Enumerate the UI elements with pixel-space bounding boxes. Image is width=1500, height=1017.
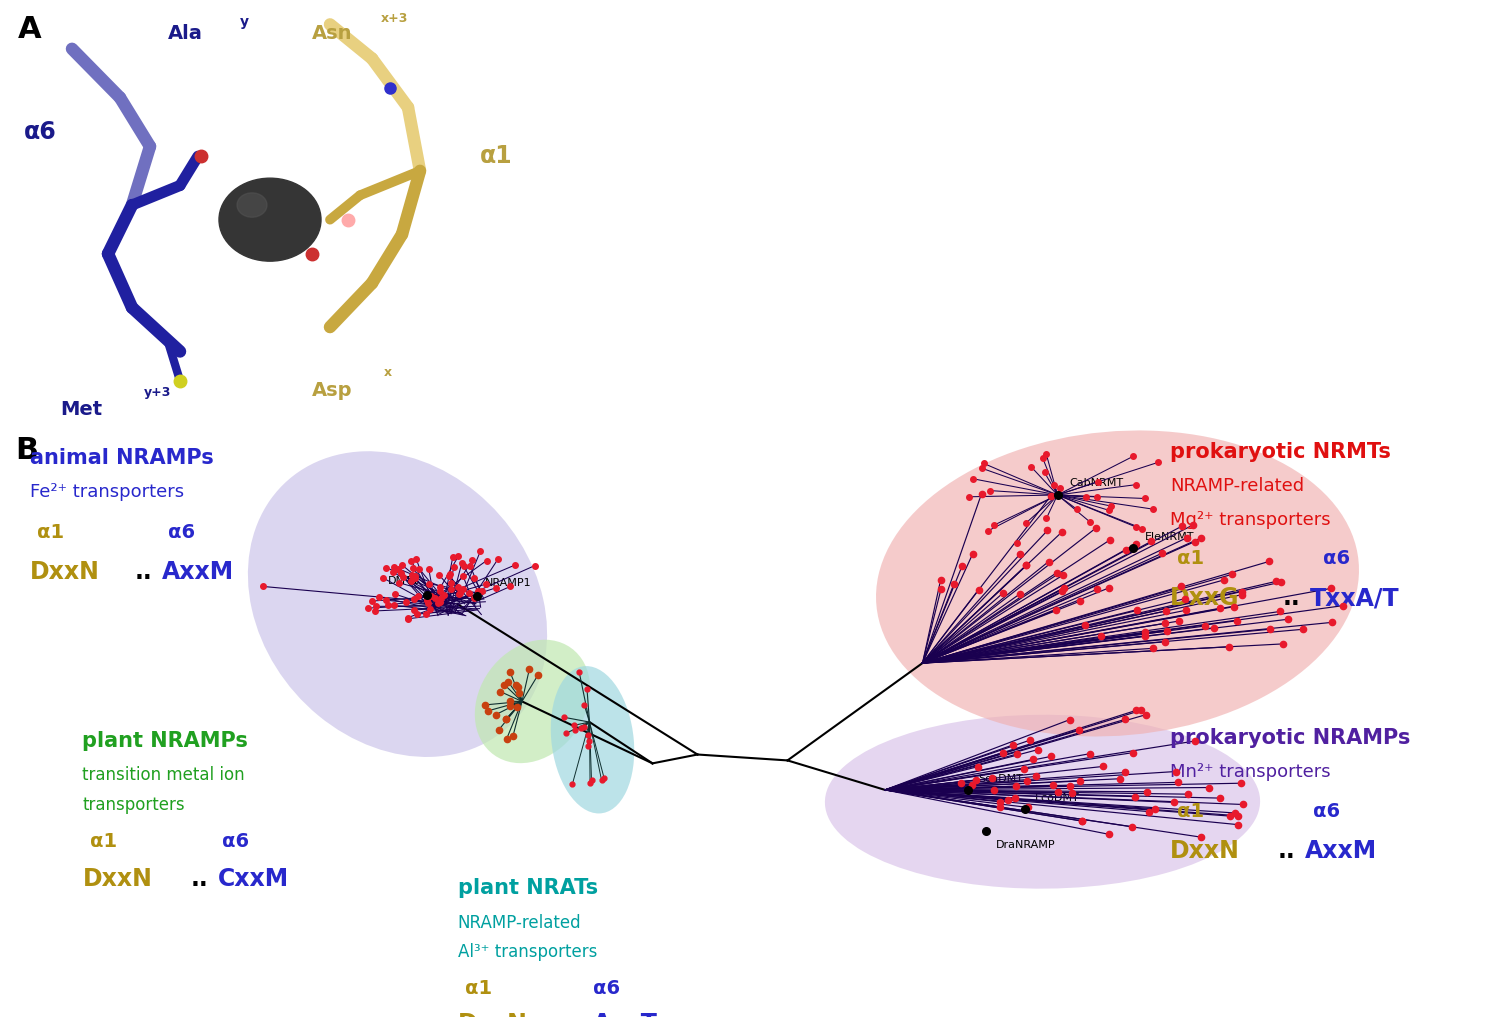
Text: plant NRATs: plant NRATs: [458, 879, 597, 898]
Text: Ala: Ala: [168, 24, 202, 44]
Text: ..: ..: [1282, 587, 1300, 610]
Text: EleNRMT: EleNRMT: [1144, 532, 1194, 542]
Text: prokaryotic NRMTs: prokaryotic NRMTs: [1170, 441, 1390, 462]
Text: x+3: x+3: [381, 12, 408, 25]
Text: Met: Met: [60, 401, 102, 419]
Text: AxxM: AxxM: [1305, 839, 1377, 862]
Text: α1: α1: [38, 523, 64, 542]
Text: ..: ..: [135, 559, 153, 584]
Ellipse shape: [476, 640, 590, 763]
Text: CabNRMT: CabNRMT: [1070, 478, 1124, 488]
Text: NRAMP1: NRAMP1: [484, 578, 531, 588]
Text: y+3: y+3: [144, 385, 171, 399]
Text: ..: ..: [1278, 839, 1296, 862]
Text: DxxN: DxxN: [30, 559, 100, 584]
Text: α1: α1: [465, 978, 492, 998]
Text: AxxM: AxxM: [162, 559, 234, 584]
Text: DxxG: DxxG: [1170, 587, 1239, 610]
Ellipse shape: [550, 666, 634, 814]
Text: AxxT: AxxT: [592, 1012, 657, 1017]
Text: transporters: transporters: [82, 795, 184, 814]
Text: Asn: Asn: [312, 24, 352, 44]
Text: Al³⁺ transporters: Al³⁺ transporters: [458, 944, 597, 961]
Text: DxxN: DxxN: [1170, 839, 1240, 862]
Text: x: x: [384, 366, 392, 379]
Text: α1: α1: [1178, 801, 1204, 821]
Text: α1: α1: [480, 144, 513, 168]
Text: DxxN: DxxN: [458, 1012, 528, 1017]
Text: prokaryotic NRAMPs: prokaryotic NRAMPs: [1170, 728, 1410, 747]
Text: α6: α6: [222, 832, 249, 851]
Text: α6: α6: [1323, 549, 1350, 569]
Text: NRAMP-related: NRAMP-related: [458, 913, 580, 932]
Text: plant NRAMPs: plant NRAMPs: [82, 731, 249, 751]
Ellipse shape: [876, 430, 1359, 736]
Ellipse shape: [248, 452, 548, 757]
Text: DMT1: DMT1: [388, 577, 420, 587]
Text: CxxM: CxxM: [217, 868, 288, 891]
Text: DraNRAMP: DraNRAMP: [996, 840, 1056, 850]
Text: y: y: [240, 14, 249, 28]
Text: Mn²⁺ transporters: Mn²⁺ transporters: [1170, 764, 1330, 781]
Text: NRAMP-related: NRAMP-related: [1170, 477, 1304, 495]
Text: Asp: Asp: [312, 380, 352, 400]
Text: α6: α6: [24, 120, 57, 143]
Text: animal NRAMPs: animal NRAMPs: [30, 447, 213, 468]
Text: α1: α1: [90, 832, 117, 851]
Text: Fe²⁺ transporters: Fe²⁺ transporters: [30, 483, 184, 501]
Text: ..: ..: [566, 1012, 584, 1017]
Text: α6: α6: [1312, 801, 1340, 821]
Ellipse shape: [825, 715, 1260, 889]
Text: α6: α6: [592, 978, 619, 998]
Text: EcoDMT: EcoDMT: [1035, 793, 1080, 802]
Circle shape: [237, 193, 267, 218]
Text: Mg²⁺ transporters: Mg²⁺ transporters: [1170, 511, 1330, 529]
Text: TxxA/T: TxxA/T: [1310, 587, 1400, 610]
Text: A: A: [18, 14, 42, 44]
Text: α1: α1: [1178, 549, 1204, 569]
Text: ..: ..: [190, 868, 208, 891]
Text: ScaDMT: ScaDMT: [978, 774, 1023, 784]
Text: α6: α6: [168, 523, 195, 542]
Circle shape: [219, 178, 321, 261]
Text: transition metal ion: transition metal ion: [82, 767, 245, 784]
Text: B: B: [15, 436, 38, 465]
Text: DxxN: DxxN: [82, 868, 153, 891]
